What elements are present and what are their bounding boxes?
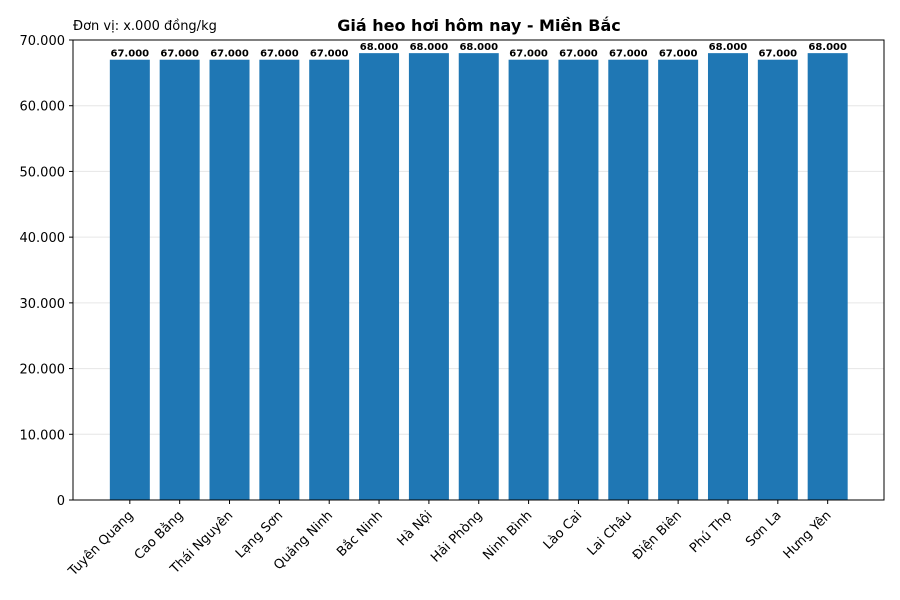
y-tick-label: 50.000 [20,165,66,180]
y-tick-label: 0 [57,494,65,509]
bar [259,59,300,500]
x-tick-label: Lào Cai [541,508,586,553]
bar [558,59,599,500]
x-tick-label: Hải Phòng [428,508,485,565]
bar [807,53,848,501]
unit-note: Đơn vị: x.000 đồng/kg [73,19,217,34]
y-tick-label: 40.000 [20,231,66,246]
y-tick-label: 10.000 [20,428,66,443]
x-tick-label: Ninh Bình [480,508,535,563]
value-label: 67.000 [160,49,199,60]
plot-area: 0 10.000 20.000 30.000 40.000 50.000 60.000 70.… [20,34,885,580]
x-tick-label: Hà Nội [395,508,436,549]
value-label: 67.000 [260,49,299,60]
value-label: 67.000 [310,49,349,60]
bar [608,59,649,500]
x-tick-label: Hưng Yên [781,508,835,562]
bar [458,53,499,501]
x-tick-label: Sơn La [743,508,785,550]
value-label: 67.000 [759,49,798,60]
x-tick-label: Bắc Ninh [334,508,386,560]
y-tick-label: 70.000 [20,34,66,49]
x-tick-label: Lạng Sơn [233,508,286,561]
bar [707,53,748,501]
bar [359,53,400,501]
y-tick-label: 60.000 [20,100,66,115]
value-label: 68.000 [410,42,449,53]
plot-frame [72,39,885,501]
value-label: 67.000 [559,49,598,60]
value-label: 68.000 [709,42,748,53]
y-tick-label: 30.000 [20,297,66,312]
x-tick-label: Tuyên Quang [65,508,137,580]
x-tick-label: Lai Châu [585,508,636,559]
x-tick-label: Phú Thọ [687,508,735,556]
value-label: 67.000 [509,49,548,60]
y-tick-label: 20.000 [20,363,66,378]
bar [309,59,350,500]
bar [209,59,250,500]
x-tick-label: Điện Biên [630,508,685,563]
chart-title: Giá heo hơi hôm nay - Miền Bắc [337,16,620,35]
bar [159,59,200,500]
value-label: 68.000 [459,42,498,53]
bar [508,59,549,500]
bar [408,53,449,501]
bar [109,59,150,500]
value-label: 67.000 [210,49,249,60]
value-label: 68.000 [360,42,399,53]
value-label: 67.000 [111,49,150,60]
bar [757,59,798,500]
value-label: 67.000 [609,49,648,60]
bar [658,59,699,500]
value-label: 68.000 [808,42,847,53]
value-label: 67.000 [659,49,698,60]
